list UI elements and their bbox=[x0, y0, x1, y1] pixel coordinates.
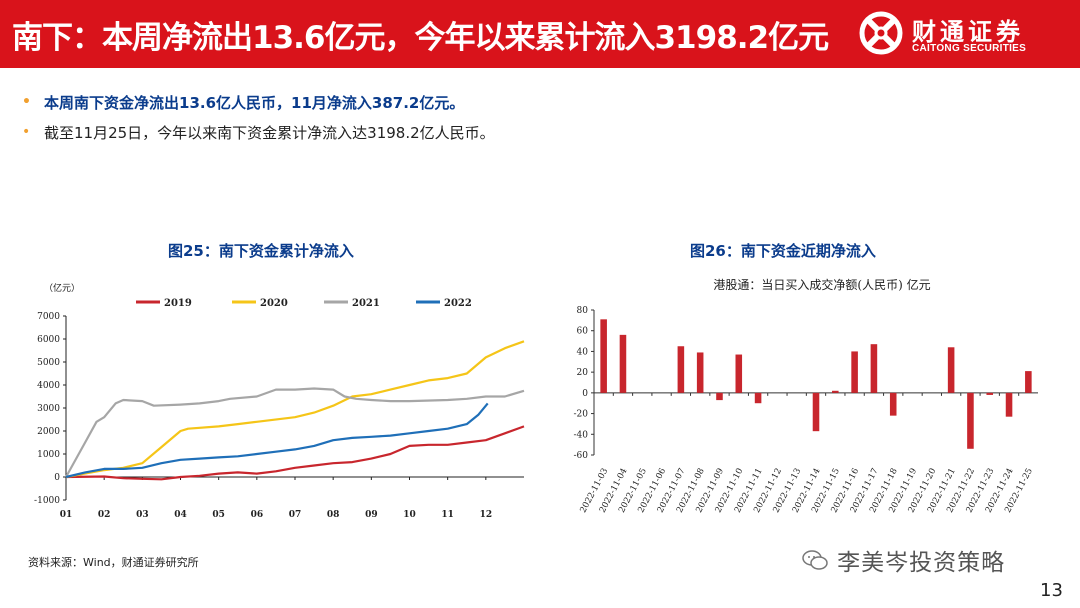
logo-chinese-name: 财通证券 bbox=[912, 18, 1024, 46]
bullet-text: 截至11月25日，今年以来南下资金累计净流入达3198.2亿人民币。 bbox=[44, 124, 495, 142]
flow-bar bbox=[1025, 371, 1032, 393]
y-tick-label: 80 bbox=[577, 306, 589, 316]
y-tick-label: 0 bbox=[54, 473, 60, 483]
flow-bar bbox=[870, 344, 878, 393]
flow-bar bbox=[967, 392, 974, 449]
wechat-watermark: 李美岑投资策略 bbox=[802, 543, 1005, 577]
legend-label: 2022 bbox=[444, 298, 472, 309]
x-tick-label: 07 bbox=[289, 510, 302, 520]
y-tick-label: 6000 bbox=[37, 335, 60, 345]
legend-label: 2019 bbox=[164, 298, 192, 309]
flow-bar bbox=[1005, 392, 1013, 417]
cumulative-flow-line-chart: （亿元） -1000 0 1000 2000 3000 4000 5000 6000 7000 01… bbox=[34, 282, 525, 520]
bullet-text: 本周南下资金净流出13.6亿人民币，11月净流入387.2亿元。 bbox=[44, 94, 465, 112]
y-tick-label: 7000 bbox=[37, 312, 60, 322]
flow-bar bbox=[716, 392, 723, 401]
y-unit-label: （亿元） bbox=[44, 282, 80, 294]
logo-emblem-icon bbox=[859, 11, 903, 55]
flow-bar bbox=[619, 334, 627, 393]
page-number: 13 bbox=[1040, 580, 1063, 601]
flow-bar bbox=[600, 319, 607, 393]
y-tick-label: 3000 bbox=[37, 404, 60, 414]
y-tick-label: -60 bbox=[574, 451, 589, 461]
bullet-list: • 本周南下资金净流出13.6亿人民币，11月净流入387.2亿元。 • 截至1… bbox=[22, 92, 495, 152]
y-tick-label: 1000 bbox=[37, 450, 60, 460]
bullet-dot-icon: • bbox=[22, 124, 31, 140]
flow-bar bbox=[754, 392, 762, 404]
y-tick-label: -1000 bbox=[34, 496, 60, 506]
x-tick-label: 06 bbox=[251, 510, 264, 520]
y-tick-label: -20 bbox=[574, 410, 589, 420]
x-tick-label: 08 bbox=[327, 510, 340, 520]
y-tick-label: 0 bbox=[582, 389, 588, 399]
x-tick-label: 10 bbox=[403, 510, 416, 520]
x-tick-label: 11 bbox=[441, 510, 454, 520]
flow-bar bbox=[889, 392, 897, 416]
flow-bar bbox=[812, 392, 820, 432]
x-tick-label: 09 bbox=[365, 510, 378, 520]
x-tick-label: 01 bbox=[60, 510, 73, 520]
bullet-dot-icon: • bbox=[22, 94, 31, 110]
flow-bar bbox=[677, 346, 685, 393]
series-line-2022 bbox=[65, 402, 489, 479]
y-tick-label: 20 bbox=[577, 368, 589, 378]
y-tick-label: 2000 bbox=[37, 427, 60, 437]
x-tick-label: 02 bbox=[98, 510, 111, 520]
flow-bar bbox=[851, 351, 858, 393]
wechat-icon bbox=[802, 550, 828, 570]
data-source-note: 资料来源：Wind，财通证券研究所 bbox=[28, 556, 199, 569]
legend-label: 2021 bbox=[352, 298, 380, 309]
flow-bar bbox=[832, 390, 839, 393]
chart-subtitle: 港股通：当日买入成交净额(人民币) 亿元 bbox=[713, 277, 930, 292]
legend-label: 2020 bbox=[260, 298, 288, 309]
series-line-2019 bbox=[65, 425, 525, 481]
series-line-2021 bbox=[65, 387, 525, 478]
flow-bar bbox=[696, 352, 704, 393]
watermark-text: 李美岑投资策略 bbox=[837, 550, 1006, 576]
logo-english-name: CAITONG SECURITIES bbox=[912, 43, 1027, 54]
x-tick-label: 12 bbox=[480, 510, 493, 520]
company-logo: 财通证券 CAITONG SECURITIES bbox=[858, 10, 1068, 60]
bullet-item-weekly-flow: • 本周南下资金净流出13.6亿人民币，11月净流入387.2亿元。 bbox=[22, 92, 495, 122]
y-tick-label: 4000 bbox=[37, 381, 60, 391]
x-tick-label: 03 bbox=[136, 510, 149, 520]
x-tick-label: 05 bbox=[212, 510, 225, 520]
y-tick-label: -40 bbox=[574, 430, 589, 440]
flow-bar bbox=[947, 347, 955, 393]
flow-bar bbox=[986, 392, 994, 395]
y-tick-label: 5000 bbox=[37, 358, 60, 368]
bullet-item-ytd-flow: • 截至11月25日，今年以来南下资金累计净流入达3198.2亿人民币。 bbox=[22, 122, 495, 152]
flow-bar bbox=[735, 354, 743, 393]
figure-26-title: 图26：南下资金近期净流入 bbox=[690, 242, 876, 260]
recent-flow-bar-chart: 港股通：当日买入成交净额(人民币) 亿元-60-40-2002040608020… bbox=[574, 277, 1038, 515]
page-title: 南下：本周净流出13.6亿元，今年以来累计流入3198.2亿元 bbox=[12, 20, 829, 56]
header-bar: 南下：本周净流出13.6亿元，今年以来累计流入3198.2亿元 财通证券 CAI… bbox=[0, 0, 1080, 68]
y-tick-label: 60 bbox=[577, 327, 589, 337]
figure-25-title: 图25：南下资金累计净流入 bbox=[168, 242, 354, 260]
y-tick-label: 40 bbox=[577, 347, 589, 357]
series-line-2020 bbox=[65, 340, 525, 479]
x-tick-label: 04 bbox=[174, 510, 187, 520]
